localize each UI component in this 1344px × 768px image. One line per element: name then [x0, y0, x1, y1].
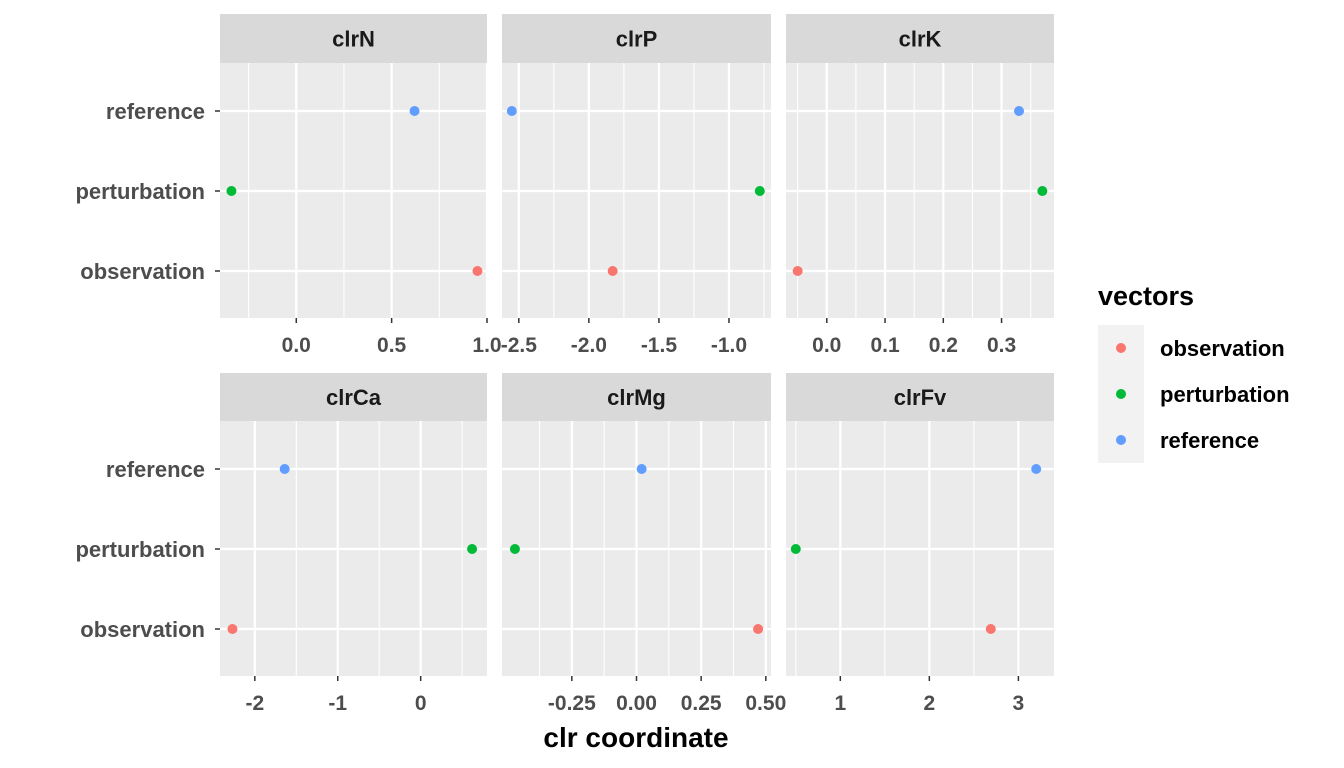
- facet-clrP: clrP -2.5 -2.0 -1.5 -1.0: [501, 14, 771, 357]
- facet-strip: [220, 373, 487, 421]
- x-tick-label: 0.1: [870, 334, 900, 357]
- point-perturbation: [790, 544, 801, 554]
- y-tick-label: perturbation: [75, 179, 205, 204]
- x-tick-label: 0.5: [377, 334, 407, 357]
- facet-strip: [786, 373, 1054, 421]
- x-tick-label: -2.0: [571, 334, 607, 357]
- y-tick-label: perturbation: [75, 537, 205, 562]
- x-tick-label: -0.25: [548, 692, 596, 715]
- x-tick-label: 0.00: [616, 692, 657, 715]
- y-tick-label: observation: [80, 617, 205, 642]
- point-perturbation: [754, 186, 765, 196]
- x-tick-label: 0.0: [282, 334, 311, 357]
- point-perturbation: [1037, 186, 1048, 196]
- legend-label: perturbation: [1160, 382, 1290, 407]
- x-tick-label: 1.0: [472, 334, 501, 357]
- facet-title: clrK: [899, 27, 942, 52]
- legend: vectors observation perturbation reference: [1098, 281, 1290, 463]
- x-tick-label: 2: [924, 692, 936, 715]
- x-tick-label: 0: [415, 692, 427, 715]
- point-perturbation: [467, 544, 478, 554]
- legend-label: observation: [1160, 336, 1285, 361]
- point-observation: [985, 624, 996, 634]
- facet-title: clrMg: [607, 385, 666, 410]
- legend-keys: observation perturbation reference: [1098, 325, 1290, 463]
- facet-strip: [786, 14, 1054, 63]
- point-observation: [607, 266, 618, 276]
- y-tick-label: observation: [80, 259, 205, 284]
- legend-key-perturbation: [1116, 389, 1126, 399]
- facet-clrK: clrK 0.0 0.1 0.2 0.3: [786, 14, 1054, 357]
- facet-strip: [502, 373, 771, 421]
- facet-title: clrP: [616, 27, 658, 52]
- facet-strip: [220, 14, 487, 63]
- x-tick-label: -2: [245, 692, 264, 715]
- point-perturbation: [509, 544, 520, 554]
- facet-clrFv: clrFv 1 2 3: [786, 373, 1054, 715]
- point-observation: [753, 624, 764, 634]
- facet-title: clrFv: [894, 385, 947, 410]
- x-tick-label: 0.2: [929, 334, 958, 357]
- facet-title: clrCa: [326, 385, 382, 410]
- x-tick-label: 3: [1013, 692, 1025, 715]
- facet-panels: clrN 0.0 0.5 1.0 observation perturbation refe…: [75, 14, 1054, 715]
- legend-title: vectors: [1098, 281, 1194, 311]
- y-tick-label: reference: [106, 457, 205, 482]
- facet-clrMg: clrMg -0.25 0.00 0.25 0.50: [502, 373, 786, 715]
- point-observation: [792, 266, 803, 276]
- point-perturbation: [226, 186, 237, 196]
- point-reference: [279, 464, 290, 474]
- facet-title: clrN: [332, 27, 375, 52]
- legend-key-observation: [1116, 343, 1126, 353]
- point-reference: [506, 106, 517, 116]
- point-reference: [636, 464, 647, 474]
- facet-clrN: clrN 0.0 0.5 1.0 observation perturbation refe…: [75, 14, 502, 357]
- point-reference: [1031, 464, 1042, 474]
- legend-label: reference: [1160, 428, 1259, 453]
- x-tick-label: 0.50: [745, 692, 786, 715]
- point-reference: [1014, 106, 1025, 116]
- point-observation: [227, 624, 238, 634]
- x-tick-label: -1.5: [641, 334, 678, 357]
- x-tick-label: -2.5: [501, 334, 538, 357]
- point-observation: [472, 266, 483, 276]
- x-axis-label: clr coordinate: [543, 722, 728, 753]
- facet-clrCa: clrCa -2 -1 0 observation perturbation referen…: [75, 373, 487, 715]
- point-reference: [409, 106, 420, 116]
- legend-key-reference: [1116, 435, 1126, 445]
- x-tick-label: 0.0: [812, 334, 841, 357]
- x-tick-label: 0.25: [681, 692, 722, 715]
- x-tick-label: -1: [328, 692, 347, 715]
- x-tick-label: 1: [834, 692, 846, 715]
- x-tick-label: -1.0: [711, 334, 747, 357]
- y-tick-label: reference: [106, 99, 205, 124]
- facet-strip: [502, 14, 771, 63]
- x-tick-label: 0.3: [987, 334, 1016, 357]
